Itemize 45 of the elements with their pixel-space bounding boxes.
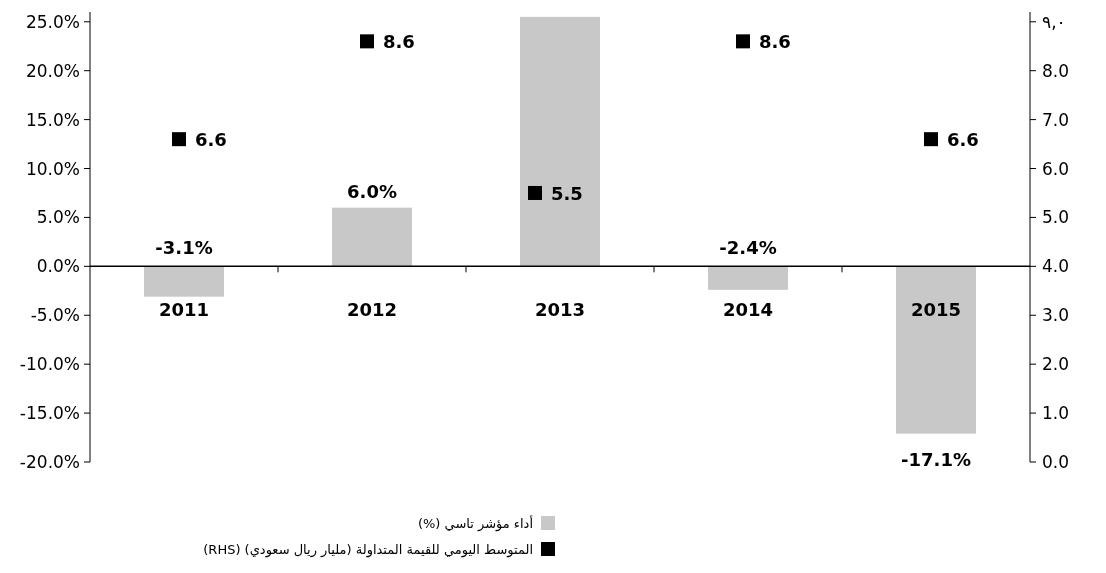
y2-tick-label: 2.0: [1042, 354, 1070, 375]
bar: [708, 266, 788, 290]
data-label: 6.0%: [347, 180, 397, 202]
y-tick-label: 10.0%: [25, 158, 80, 179]
data-label: -17.1%: [901, 448, 971, 470]
data-label: 8.6: [759, 31, 791, 53]
y-tick-label: 0.0%: [36, 256, 80, 277]
bar: [144, 266, 224, 297]
bar: [332, 207, 412, 267]
x-tick-label: 2012: [346, 299, 398, 321]
y2-tick-label: 3.0: [1042, 305, 1070, 326]
y2-tick-label: 5.0: [1042, 207, 1070, 228]
legend-label: أداء مؤشر تاسي (%): [417, 515, 533, 532]
y-tick-label: -10.0%: [19, 354, 80, 375]
data-label: -3.1%: [155, 237, 213, 259]
data-label: 8.6: [383, 31, 415, 53]
legend-label: المتوسط اليومي للقيمة المتداولة (مليار ريال سعودي) (RHS): [203, 542, 533, 558]
data-label: 6.6: [195, 129, 227, 151]
y2-tick-label: 1.0: [1042, 403, 1070, 424]
data-label: 6.6: [947, 129, 979, 151]
y2-tick-label: 6.0: [1042, 158, 1070, 179]
x-tick-label: 2014: [722, 299, 774, 321]
y-tick-label: -15.0%: [19, 403, 80, 424]
point: [360, 34, 374, 49]
x-tick-label: 2013: [534, 299, 586, 321]
y2-tick-label: 7.0: [1042, 109, 1070, 130]
bar: [520, 16, 600, 267]
y2-tick-label: 0.0: [1042, 452, 1070, 472]
y-tick-label: -5.0%: [30, 305, 80, 326]
y-tick-label: 15.0%: [25, 109, 80, 130]
y-tick-label: 20.0%: [25, 60, 80, 81]
y2-tick-label: ٩,٠: [1042, 11, 1066, 32]
x-tick-label: 2011: [158, 299, 210, 321]
y2-tick-label: 8.0: [1042, 60, 1070, 81]
data-label: 5.5: [551, 182, 583, 204]
bar: [896, 266, 976, 434]
y2-tick-label: 4.0: [1042, 256, 1070, 277]
data-label: -2.4%: [719, 237, 777, 259]
y-tick-label: 5.0%: [36, 207, 80, 228]
y-tick-label: -20.0%: [19, 452, 80, 472]
y-tick-label: 25.0%: [25, 11, 80, 32]
point: [172, 132, 186, 147]
point: [736, 34, 750, 49]
point: [924, 132, 938, 147]
x-tick-label: 2015: [910, 299, 962, 321]
